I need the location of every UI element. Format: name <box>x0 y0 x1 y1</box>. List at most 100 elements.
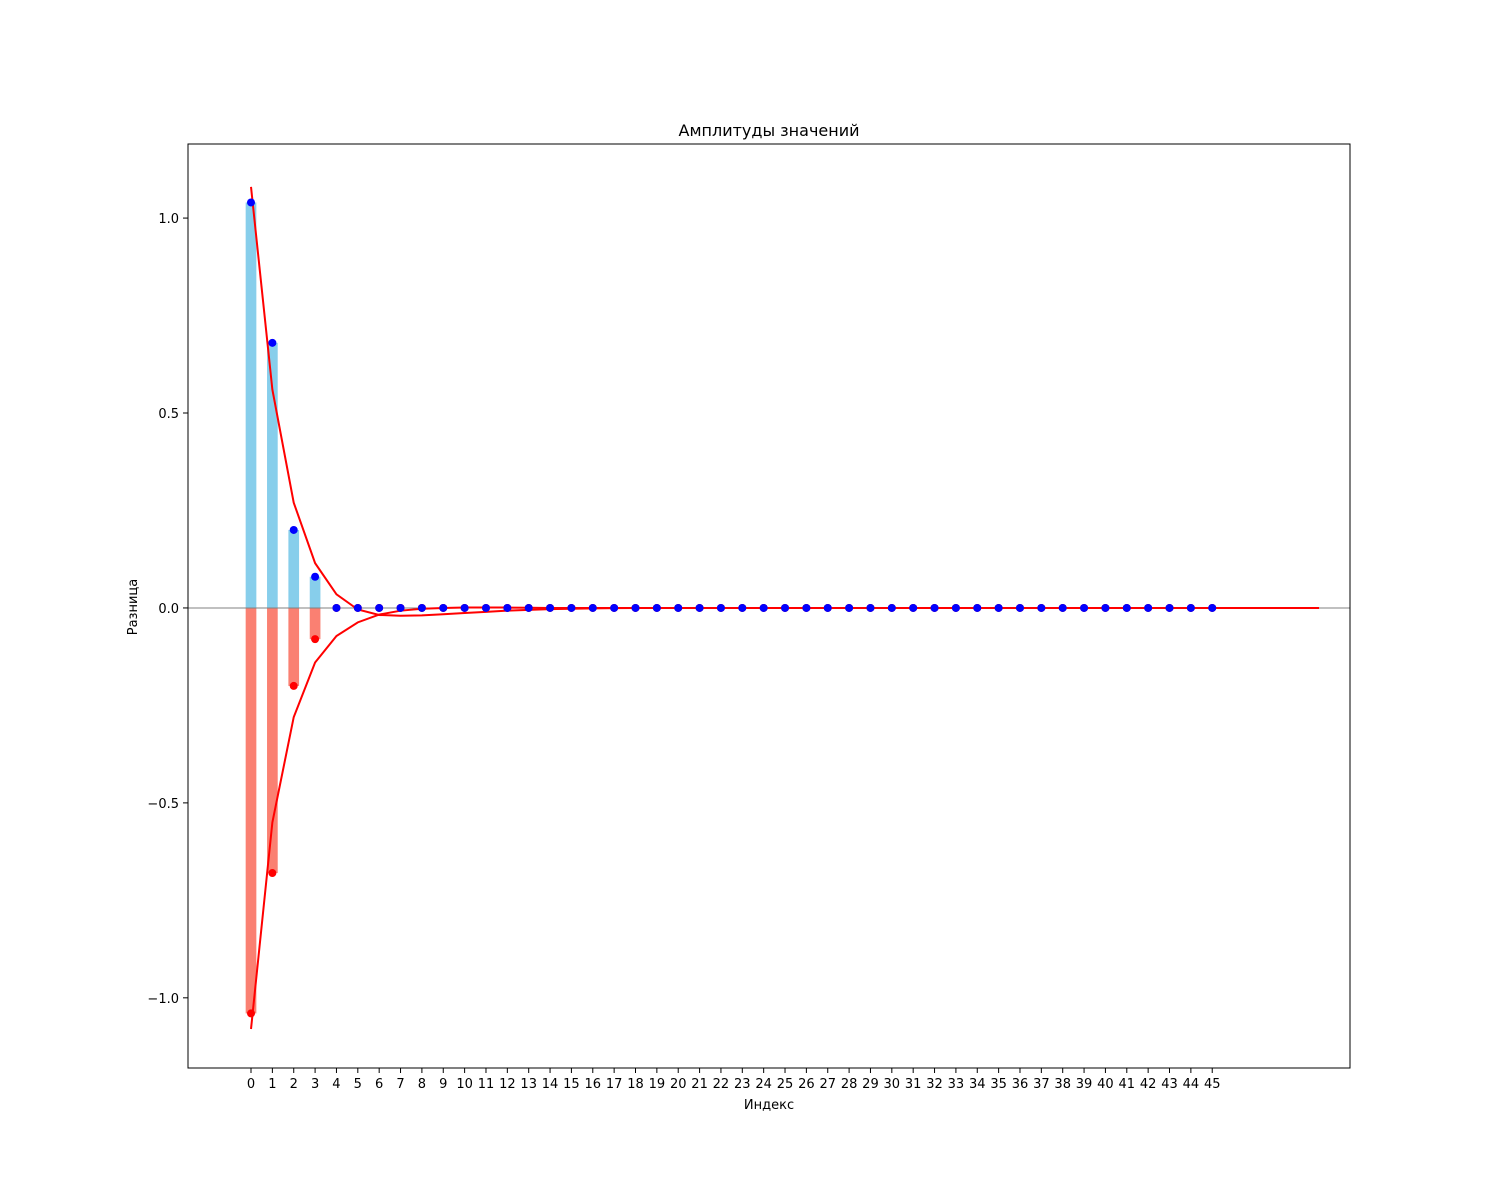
plot-area: 0 1 2 3 4 5 6 7 8 9 10 11 12 13 14 15 16 17 18 19 20 21 22 23 24… <box>147 143 1351 1092</box>
x-tick-label-14: 14 <box>542 1077 559 1092</box>
bar-positive-1 <box>267 342 278 608</box>
x-tick-label-32: 32 <box>926 1077 943 1092</box>
x-tick-label-26: 26 <box>798 1077 815 1092</box>
scatter-point-blue-24 <box>759 603 768 612</box>
scatter-point-blue-18 <box>631 603 640 612</box>
x-tick-label-29: 29 <box>862 1077 879 1092</box>
y-tick-label-3: 0.5 <box>158 407 179 422</box>
scatter-point-blue-6 <box>375 603 384 612</box>
scatter-point-blue-38 <box>1058 603 1067 612</box>
x-tick-label-31: 31 <box>905 1077 922 1092</box>
scatter-point-blue-14 <box>546 603 555 612</box>
x-tick-label-10: 10 <box>456 1077 473 1092</box>
scatter-point-red-0 <box>247 1009 256 1018</box>
scatter-point-blue-41 <box>1122 603 1131 612</box>
x-tick-label-15: 15 <box>563 1077 580 1092</box>
x-tick-label-21: 21 <box>691 1077 708 1092</box>
scatter-point-blue-29 <box>866 603 875 612</box>
x-tick-label-2: 2 <box>290 1077 298 1092</box>
x-tick-label-23: 23 <box>734 1077 751 1092</box>
bar-negative-3 <box>309 607 321 640</box>
x-tick-label-36: 36 <box>1012 1077 1029 1092</box>
x-tick-label-12: 12 <box>499 1077 516 1092</box>
x-tick-label-7: 7 <box>396 1077 404 1092</box>
scatter-point-blue-13 <box>524 603 533 612</box>
bar-positive-3 <box>309 576 321 608</box>
y-tick-label-0: −1.0 <box>147 992 179 1007</box>
scatter-point-blue-43 <box>1165 603 1174 612</box>
scatter-point-blue-32 <box>930 603 939 612</box>
scatter-point-blue-7 <box>396 603 405 612</box>
y-tick-label-4: 1.0 <box>158 212 179 227</box>
scatter-point-red-1 <box>268 869 277 878</box>
scatter-point-blue-17 <box>610 603 619 612</box>
x-tick-label-11: 11 <box>478 1077 495 1092</box>
bar-negative-0 <box>245 607 257 1014</box>
scatter-point-blue-11 <box>481 603 490 612</box>
scatter-point-blue-12 <box>503 603 512 612</box>
x-tick-label-28: 28 <box>841 1077 858 1092</box>
scatter-point-blue-39 <box>1080 603 1089 612</box>
x-tick-label-35: 35 <box>990 1077 1007 1092</box>
x-tick-label-3: 3 <box>311 1077 319 1092</box>
scatter-point-blue-26 <box>802 603 811 612</box>
bar-positive-0 <box>245 202 257 608</box>
y-axis-label: Разница <box>126 579 141 635</box>
scatter-point-blue-30 <box>887 603 896 612</box>
x-tick-label-6: 6 <box>375 1077 383 1092</box>
scatter-point-blue-15 <box>567 603 576 612</box>
scatter-point-blue-5 <box>353 603 362 612</box>
scatter-point-blue-9 <box>439 603 448 612</box>
scatter-point-red-3 <box>311 635 320 644</box>
x-tick-label-9: 9 <box>439 1077 447 1092</box>
bar-negative-1 <box>267 607 278 874</box>
bar-negative-2 <box>288 607 300 686</box>
scatter-point-red-2 <box>289 681 298 690</box>
scatter-point-blue-45 <box>1208 603 1217 612</box>
x-tick-label-4: 4 <box>332 1077 340 1092</box>
x-tick-label-38: 38 <box>1054 1077 1071 1092</box>
scatter-point-blue-0 <box>247 198 256 207</box>
x-tick-label-16: 16 <box>585 1077 602 1092</box>
x-tick-label-8: 8 <box>418 1077 426 1092</box>
x-tick-label-43: 43 <box>1161 1077 1178 1092</box>
x-tick-label-27: 27 <box>819 1077 836 1092</box>
scatter-point-blue-1 <box>268 338 277 347</box>
x-tick-label-5: 5 <box>354 1077 362 1092</box>
x-tick-label-13: 13 <box>520 1077 537 1092</box>
x-axis-label: Индекс <box>744 1098 794 1113</box>
x-tick-label-34: 34 <box>969 1077 986 1092</box>
x-tick-label-30: 30 <box>884 1077 901 1092</box>
x-tick-label-17: 17 <box>606 1077 623 1092</box>
x-tick-label-39: 39 <box>1076 1077 1093 1092</box>
x-tick-label-44: 44 <box>1183 1077 1200 1092</box>
scatter-point-blue-16 <box>588 603 597 612</box>
y-tick-label-2: 0.0 <box>158 602 179 617</box>
scatter-point-blue-44 <box>1186 603 1195 612</box>
scatter-point-blue-31 <box>909 603 918 612</box>
x-tick-label-40: 40 <box>1097 1077 1114 1092</box>
scatter-point-blue-10 <box>460 603 469 612</box>
scatter-point-blue-20 <box>674 603 683 612</box>
chart-title: Амплитуды значений <box>679 121 860 140</box>
scatter-point-blue-34 <box>973 603 982 612</box>
scatter-point-blue-23 <box>738 603 747 612</box>
x-tick-label-45: 45 <box>1204 1077 1221 1092</box>
x-tick-label-41: 41 <box>1119 1077 1136 1092</box>
plot-content <box>188 186 1350 1030</box>
scatter-point-blue-2 <box>289 525 298 534</box>
x-tick-label-24: 24 <box>755 1077 772 1092</box>
x-tick-label-0: 0 <box>247 1077 255 1092</box>
x-tick-label-20: 20 <box>670 1077 687 1092</box>
scatter-point-blue-22 <box>716 603 725 612</box>
scatter-point-blue-37 <box>1037 603 1046 612</box>
x-tick-label-37: 37 <box>1033 1077 1050 1092</box>
scatter-point-blue-42 <box>1144 603 1153 612</box>
scatter-point-blue-27 <box>823 603 832 612</box>
scatter-point-blue-19 <box>652 603 661 612</box>
scatter-point-blue-36 <box>1015 603 1024 612</box>
scatter-point-blue-28 <box>845 603 854 612</box>
x-tick-label-33: 33 <box>948 1077 965 1092</box>
